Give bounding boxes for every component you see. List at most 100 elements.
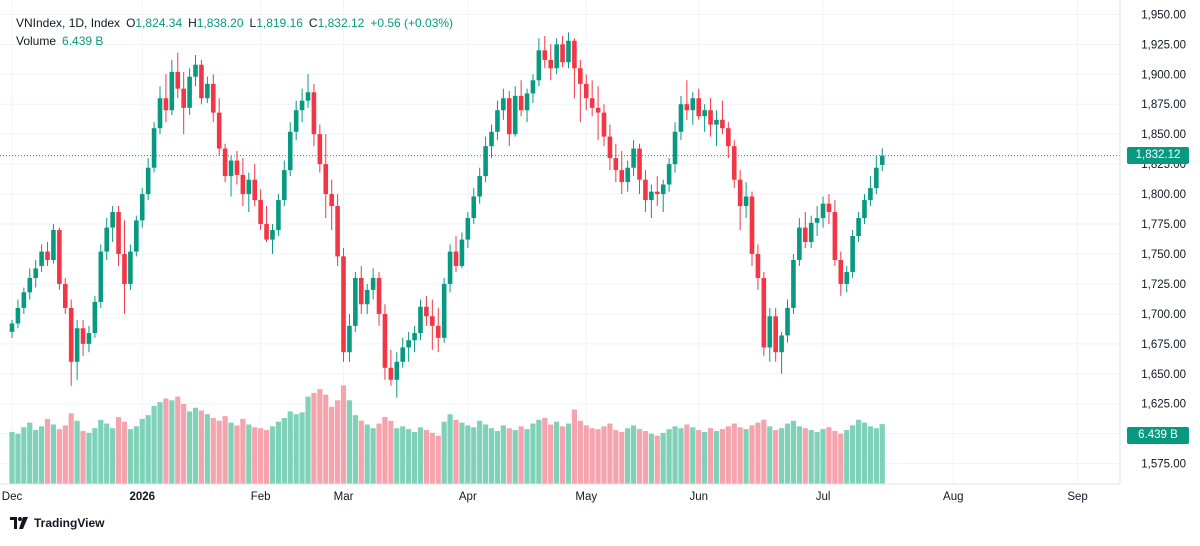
volume-bar bbox=[151, 405, 157, 484]
candle-body bbox=[619, 170, 625, 183]
candle-body bbox=[518, 95, 524, 111]
volume-label[interactable]: Volume bbox=[16, 34, 57, 48]
volume-bar bbox=[447, 414, 453, 484]
volume-bar bbox=[790, 420, 797, 484]
volume-bar bbox=[163, 398, 169, 484]
volume-bar bbox=[423, 430, 429, 484]
candle-body bbox=[814, 218, 820, 223]
volume-bar bbox=[625, 428, 631, 484]
tradingview-logo[interactable]: TradingView bbox=[10, 516, 104, 530]
candle-body bbox=[572, 40, 577, 69]
candle-body bbox=[844, 271, 850, 284]
candle-body bbox=[495, 110, 500, 132]
volume-bar bbox=[263, 430, 270, 484]
candle-body bbox=[489, 131, 494, 147]
volume-bar bbox=[133, 426, 139, 484]
candle-body bbox=[731, 146, 737, 180]
candle-body bbox=[802, 227, 808, 242]
volume-bar bbox=[465, 425, 471, 484]
volume-bar bbox=[50, 424, 57, 484]
brand-name: TradingView bbox=[34, 516, 105, 530]
candle-body bbox=[299, 100, 305, 111]
candle-body bbox=[637, 148, 642, 180]
volume-bar bbox=[74, 420, 80, 484]
volume-bar bbox=[352, 415, 358, 484]
volume-bar bbox=[187, 411, 193, 484]
volume-bar bbox=[335, 400, 341, 484]
candle-body bbox=[323, 164, 329, 195]
candle-body bbox=[347, 325, 352, 353]
volume-bar bbox=[169, 400, 175, 484]
volume-bar bbox=[21, 427, 27, 484]
candle-body bbox=[453, 251, 459, 266]
candle-body bbox=[548, 59, 554, 69]
volume-bar bbox=[477, 420, 483, 484]
x-tick-label: May bbox=[575, 491, 597, 503]
y-tick-label: 1,650.00 bbox=[1141, 369, 1186, 381]
volume-bar bbox=[305, 396, 311, 484]
high-label: H bbox=[188, 16, 197, 30]
volume-bar bbox=[873, 428, 879, 484]
candle-body bbox=[57, 230, 62, 284]
volume-bar bbox=[98, 419, 104, 484]
tradingview-icon bbox=[10, 517, 28, 529]
volume-bar bbox=[269, 426, 276, 484]
volume-bar bbox=[376, 423, 382, 484]
candle-body bbox=[643, 179, 648, 201]
candle-body bbox=[370, 277, 376, 290]
candle-body bbox=[554, 44, 559, 69]
candle-body bbox=[601, 112, 607, 137]
volume-bar bbox=[796, 426, 802, 484]
volume-bar bbox=[127, 429, 133, 484]
x-tick-label: Jun bbox=[689, 491, 708, 503]
candle-body bbox=[80, 328, 86, 344]
candle-body bbox=[406, 340, 411, 348]
x-tick-label: Feb bbox=[251, 491, 271, 503]
symbol-title[interactable]: VNIndex, 1D, Index bbox=[16, 16, 121, 30]
candle-body bbox=[276, 200, 281, 231]
volume-bar bbox=[222, 416, 228, 484]
volume-bar bbox=[56, 429, 62, 484]
low-value: 1,819.16 bbox=[256, 16, 303, 30]
volume-bar bbox=[388, 420, 394, 484]
volume-bar bbox=[707, 428, 714, 484]
volume-bar bbox=[607, 423, 613, 484]
high-value: 1,838.20 bbox=[196, 16, 244, 30]
volume-bar bbox=[86, 432, 92, 484]
volume-bar bbox=[702, 431, 708, 484]
candle-body bbox=[139, 194, 145, 221]
candle-body bbox=[441, 283, 447, 338]
candle-body bbox=[282, 170, 287, 201]
volume-bar bbox=[293, 414, 299, 484]
volume-bar bbox=[500, 425, 506, 484]
candle-body bbox=[293, 110, 299, 132]
candle-body bbox=[607, 136, 613, 159]
volume-bar bbox=[832, 430, 838, 484]
volume-bar bbox=[536, 419, 542, 484]
candle-body bbox=[157, 98, 163, 129]
candle-body bbox=[666, 164, 672, 185]
candle-body bbox=[199, 64, 204, 99]
volume-bar bbox=[666, 429, 672, 484]
candle-body bbox=[862, 200, 867, 219]
candle-body bbox=[477, 176, 482, 197]
candle-body bbox=[358, 277, 364, 305]
candle-body bbox=[826, 203, 832, 213]
volume-bar bbox=[583, 425, 589, 484]
candle-body bbox=[820, 203, 826, 219]
volume-bar bbox=[530, 423, 536, 484]
y-tick-label: 1,800.00 bbox=[1141, 189, 1186, 201]
volume-bar bbox=[773, 430, 779, 484]
candle-body bbox=[317, 134, 323, 165]
candle-body bbox=[767, 316, 773, 348]
candle-body bbox=[258, 200, 263, 225]
volume-bar bbox=[33, 430, 39, 484]
volume-bar bbox=[506, 428, 512, 484]
candle-body bbox=[329, 194, 334, 207]
candle-body bbox=[743, 196, 749, 207]
volume-bar bbox=[779, 428, 785, 484]
ohlc-row: VNIndex, 1D, Index O1,824.34 H1,838.20 L… bbox=[16, 14, 453, 32]
candle-body bbox=[501, 98, 506, 111]
